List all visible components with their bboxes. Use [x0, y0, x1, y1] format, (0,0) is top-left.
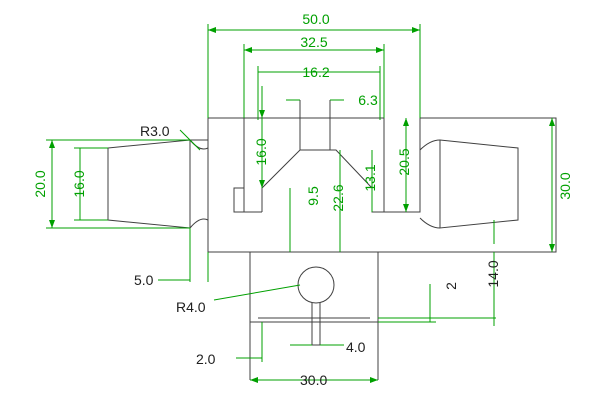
dim-small-2: 2	[443, 282, 459, 290]
dim-radius-bottom: R4.0	[176, 299, 206, 315]
left-fillet-top	[189, 139, 209, 150]
dim-offset-5: 5.0	[134, 272, 154, 288]
dim-left-outer: 20.0	[32, 170, 48, 197]
dim-right-notch: 20.5	[396, 148, 412, 175]
dim-depth-22-6: 22.6	[330, 184, 346, 211]
dim-left-height: 16.0	[253, 138, 269, 165]
dim-radius-top: R3.0	[140, 123, 170, 139]
dim-slot-width: 32.5	[300, 34, 327, 50]
dim-depth-9-5: 9.5	[305, 186, 321, 206]
dim-depth-14: 14.0	[485, 260, 501, 287]
right-fillet-top	[419, 139, 441, 151]
dim-total-height: 30.0	[557, 172, 573, 199]
left-taper	[107, 139, 191, 229]
dim-bottom-4-0: 4.0	[346, 339, 366, 355]
dim-inner-width: 16.2	[302, 64, 329, 80]
inner-cavity	[233, 118, 245, 213]
right-fillet-bottom	[419, 217, 441, 229]
dim-overall-width: 50.0	[302, 11, 329, 27]
dimensions	[46, 24, 553, 381]
dim-bottom-width: 30.0	[300, 372, 327, 388]
main-block-outline	[207, 117, 557, 253]
dim-step-width: 6.3	[358, 92, 378, 108]
left-fillet-bottom	[189, 218, 209, 229]
bottom-hole	[297, 266, 335, 304]
right-taper	[439, 139, 519, 229]
dim-left-inner: 16.0	[71, 170, 87, 197]
dim-bottom-2-0: 2.0	[196, 351, 216, 367]
dim-depth-13-1: 13.1	[362, 164, 378, 191]
part-outline	[107, 100, 557, 380]
arrowheads	[49, 27, 555, 383]
bottom-block	[249, 252, 379, 380]
